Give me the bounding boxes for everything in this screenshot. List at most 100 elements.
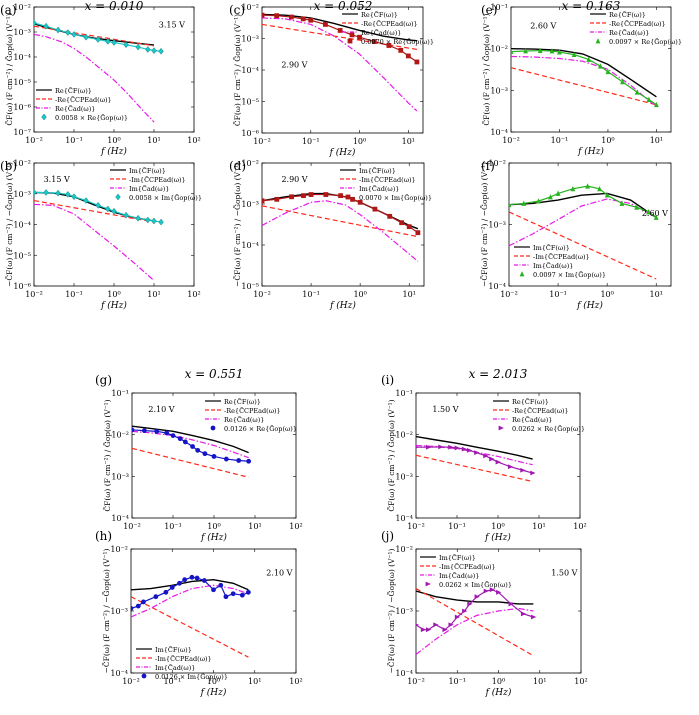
data-point bbox=[43, 22, 49, 30]
legend: Im{C̃F(ω)}-Im{C̃CPEad(ω)}Im{C̃ad(ω)}0.00… bbox=[110, 167, 202, 202]
data-point bbox=[337, 28, 343, 33]
data-point bbox=[433, 622, 439, 628]
panel-label: (i) bbox=[381, 373, 394, 387]
plot-area bbox=[132, 425, 252, 478]
panel-h: (h) 10⁻² 10⁻¹ 10⁰ 10¹ 10² 10⁻⁴ 10⁻³ 10⁻² f (Hz) −C… bbox=[95, 529, 303, 698]
data-point bbox=[386, 43, 392, 48]
data-point bbox=[338, 193, 344, 199]
x-tick-label: 10⁻² bbox=[253, 290, 271, 299]
legend-entry: Im{C̃F(ω)} bbox=[129, 167, 166, 175]
data-point bbox=[34, 19, 37, 27]
x-tick-label: 10² bbox=[289, 522, 302, 531]
legend-entry: Im{C̃F(ω)} bbox=[533, 244, 570, 252]
data-point bbox=[654, 101, 659, 108]
column-title: x = 0.551 bbox=[185, 367, 244, 381]
data-point bbox=[448, 622, 454, 628]
data-point bbox=[153, 594, 159, 600]
data-point bbox=[521, 200, 527, 206]
series-line-ad bbox=[132, 430, 249, 459]
voltage-annotation: 3.15 V bbox=[44, 175, 70, 184]
data-point bbox=[586, 56, 592, 62]
data-point bbox=[489, 587, 496, 593]
legend-entry: 0.0058 × Im{G̃op(ω)} bbox=[129, 194, 202, 202]
panel-label: (c) bbox=[229, 3, 245, 17]
x-tick-label: 10⁻² bbox=[25, 290, 43, 299]
data-point bbox=[194, 575, 200, 581]
legend-entry: Im{C̃ad(ω)} bbox=[155, 664, 195, 672]
data-point bbox=[461, 446, 468, 452]
legend: Re{C̃F(ω)}-Re{C̃CPEad(ω)}Re{C̃ad(ω)}0.00… bbox=[342, 11, 434, 46]
data-point bbox=[438, 444, 444, 450]
axes-box bbox=[510, 6, 672, 133]
data-point bbox=[530, 614, 537, 620]
data-point bbox=[111, 39, 117, 46]
plot-area bbox=[131, 574, 251, 658]
x-tick-label: 10⁻² bbox=[123, 522, 141, 531]
legend-entry: 0.0070 × Re{G̃op(ω)} bbox=[361, 38, 434, 46]
data-point bbox=[262, 12, 265, 18]
data-point bbox=[442, 627, 448, 633]
data-point bbox=[511, 48, 514, 55]
voltage-annotation: 2.10 V bbox=[148, 405, 174, 414]
series-line-total bbox=[34, 23, 155, 46]
data-point bbox=[308, 17, 314, 23]
y-axis-label: C̃F(ω) (F cm⁻²) / G̃op(ω) (V⁻¹) bbox=[103, 399, 112, 511]
panel-e: (e) 10⁻² 10⁻¹ 10⁰ 10¹ 10⁻⁴ 10⁻³ 10⁻² 10⁻¹ f (Hz) C… bbox=[481, 3, 682, 157]
plot-area bbox=[511, 47, 659, 108]
data-point bbox=[523, 48, 528, 54]
data-point bbox=[95, 201, 101, 209]
panel-label: (e) bbox=[481, 3, 497, 17]
data-point bbox=[246, 458, 252, 464]
legend-marker bbox=[519, 271, 525, 277]
y-tick-label: 10⁻³ bbox=[241, 35, 259, 44]
plot-area bbox=[262, 192, 421, 262]
data-point bbox=[83, 197, 89, 204]
y-tick-label: 10⁻⁴ bbox=[488, 282, 506, 291]
voltage-annotation: 2.90 V bbox=[281, 61, 307, 70]
data-point bbox=[406, 224, 412, 230]
panel-a: (a)10⁻² 10⁻¹ 10⁰ 10¹ 10²10⁻⁷10⁻⁶10⁻⁵10⁻⁴10⁻³… bbox=[0, 3, 201, 157]
legend: Im{C̃F(ω)}-Im{C̃CPEad(ω)}Im{C̃ad(ω)}0.02… bbox=[420, 554, 512, 589]
x-tick-label: 10² bbox=[289, 677, 302, 686]
data-point bbox=[288, 14, 294, 20]
data-point bbox=[182, 577, 188, 583]
data-point bbox=[474, 450, 480, 456]
x-axis-label: f (Hz) bbox=[329, 147, 356, 158]
x-axis-label: f (Hz) bbox=[576, 300, 603, 311]
legend-entry: Im{C̃ad(ω)} bbox=[533, 262, 573, 270]
legend: Re{C̃F(ω)}-Re{C̃CPEad(ω)}Re{C̃ad(ω)}0.00… bbox=[590, 11, 682, 46]
data-point bbox=[585, 183, 591, 189]
y-tick-label: 10⁻³ bbox=[241, 200, 259, 209]
data-point bbox=[350, 196, 355, 202]
series-line-cpe bbox=[34, 199, 155, 223]
series-line-ad bbox=[34, 33, 155, 123]
plot-area bbox=[34, 189, 164, 282]
data-point bbox=[520, 467, 526, 473]
legend-entry: 0.0070 × Im{G̃op(ω)} bbox=[359, 194, 432, 202]
data-point bbox=[245, 589, 251, 595]
data-point bbox=[467, 601, 473, 607]
y-tick-label: 10⁻⁴ bbox=[13, 221, 31, 230]
series-line-measured bbox=[511, 49, 657, 106]
x-tick-label: 10⁰ bbox=[491, 522, 504, 531]
y-tick-label: 10⁻¹ bbox=[490, 3, 508, 12]
y-tick-label: 10⁻² bbox=[395, 545, 413, 554]
data-point bbox=[508, 601, 514, 607]
column-title: x = 0.010 bbox=[85, 0, 144, 13]
y-tick-label: 10⁻¹ bbox=[395, 389, 413, 398]
voltage-annotation: 2.10 V bbox=[266, 568, 292, 577]
x-tick-label: 10¹ bbox=[650, 290, 663, 299]
series-line-measured bbox=[416, 589, 534, 631]
series-line-ad bbox=[511, 55, 657, 108]
legend-entry: Re{C̃F(ω)} bbox=[361, 11, 398, 19]
legend-marker bbox=[141, 673, 147, 679]
x-tick-label: 10⁻¹ bbox=[551, 136, 569, 145]
legend-entry: -Im{C̃CPEad(ω)} bbox=[533, 253, 590, 261]
data-point bbox=[177, 436, 183, 442]
y-tick-label: 10⁻³ bbox=[110, 607, 128, 616]
legend-entry: 0.0097 × Re{G̃op(ω)} bbox=[609, 38, 682, 46]
data-point bbox=[387, 213, 393, 219]
legend-entry: 0.0262 × Re{G̃op(ω)} bbox=[512, 425, 585, 433]
data-point bbox=[218, 582, 224, 588]
